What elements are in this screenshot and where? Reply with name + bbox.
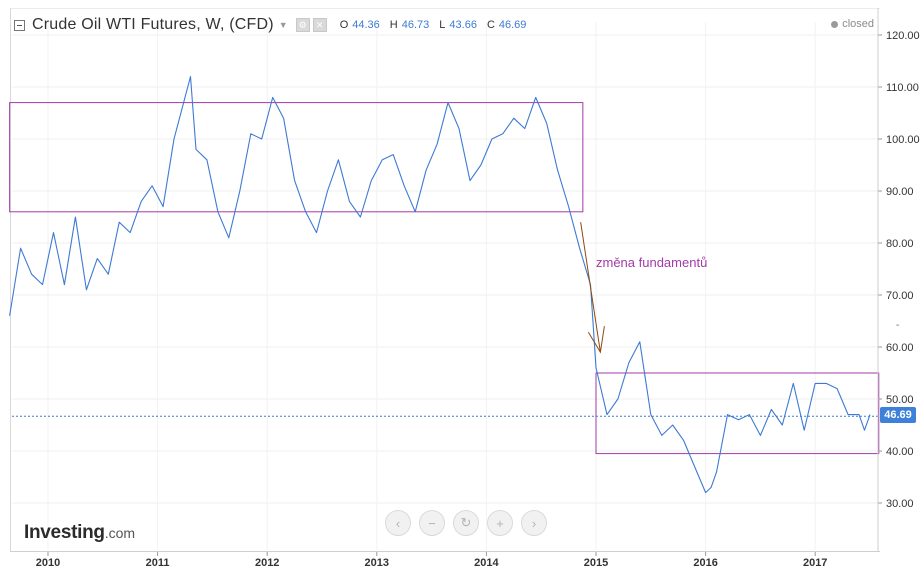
- x-tick-label: 2015: [584, 557, 608, 569]
- y-tick-label: 70.00: [886, 290, 914, 302]
- y-tick-label: 100.00: [886, 134, 920, 146]
- low-label: L: [439, 19, 446, 31]
- instrument-title: Crude Oil WTI Futures, W, (CFD): [32, 16, 274, 33]
- x-tick-label: 2017: [803, 557, 827, 569]
- y-tick-label: 90.00: [886, 186, 914, 198]
- investing-logo: Investing.com: [24, 522, 135, 544]
- x-axis: 2010 2011 2012 2013 2014 2015 2016 2017: [36, 552, 827, 569]
- reset-button[interactable]: ↻: [453, 510, 479, 536]
- x-tick-label: 2012: [255, 557, 279, 569]
- range-box: [9, 102, 584, 213]
- zoom-out-button[interactable]: −: [419, 510, 445, 536]
- price-line: [9, 76, 871, 494]
- settings-gear-icon[interactable]: ⚙: [295, 18, 310, 32]
- arrow-head: [587, 326, 605, 354]
- title-dropdown-caret[interactable]: ▼: [278, 20, 288, 30]
- status-dot-icon: [831, 20, 839, 28]
- collapse-toggle[interactable]: [14, 19, 25, 31]
- chart-legend: Crude Oil WTI Futures, W, (CFD) ▼ ⚙ ✕ O …: [14, 14, 526, 36]
- y-tick-label: 110.00: [886, 82, 919, 94]
- scroll-right-button[interactable]: ›: [521, 510, 547, 536]
- y-axis-marker: -: [896, 320, 900, 331]
- close-study-icon[interactable]: ✕: [312, 18, 327, 32]
- annotation-arrow: [580, 222, 605, 354]
- logo-tld: .com: [104, 525, 136, 541]
- range-box: [595, 372, 880, 455]
- open-value: 44.36: [352, 19, 380, 31]
- y-tick-label: 120.00: [886, 30, 920, 42]
- annotation-boxes: [9, 102, 880, 455]
- x-tick-label: 2013: [365, 557, 389, 569]
- chart-nav-controls: ‹ − ↻ + ›: [385, 510, 555, 536]
- y-axis: 30.00 40.00 50.00 60.00 70.00 80.00 90.00 100.0…: [877, 8, 920, 552]
- current-price-badge: 46.69: [880, 407, 916, 423]
- zoom-in-button[interactable]: +: [487, 510, 513, 536]
- grid-lines: [12, 22, 878, 550]
- y-tick-label: 40.00: [886, 446, 914, 458]
- logo-brand: Investing: [24, 522, 105, 543]
- price-series: [9, 76, 871, 494]
- open-label: O: [339, 19, 349, 31]
- high-value: 46.73: [401, 19, 430, 31]
- y-tick-label: 50.00: [886, 394, 914, 406]
- plot-area-frame: [10, 8, 880, 552]
- close-label: C: [486, 19, 495, 31]
- close-value: 46.69: [498, 19, 527, 31]
- x-tick-label: 2016: [693, 557, 717, 569]
- x-tick-label: 2011: [146, 557, 170, 569]
- low-value: 43.66: [449, 19, 477, 31]
- y-tick-label: 30.00: [886, 498, 914, 510]
- y-tick-label: 80.00: [886, 238, 914, 250]
- high-label: H: [389, 19, 398, 31]
- annotation-text: změna fundamentů: [596, 255, 708, 270]
- x-tick-label: 2010: [36, 557, 60, 569]
- y-tick-label: 60.00: [886, 342, 914, 354]
- scroll-left-button[interactable]: ‹: [385, 510, 411, 536]
- x-tick-label: 2014: [474, 557, 499, 569]
- status-text: closed: [842, 18, 874, 30]
- arrow-shaft: [580, 222, 601, 353]
- market-status: closed: [831, 18, 874, 30]
